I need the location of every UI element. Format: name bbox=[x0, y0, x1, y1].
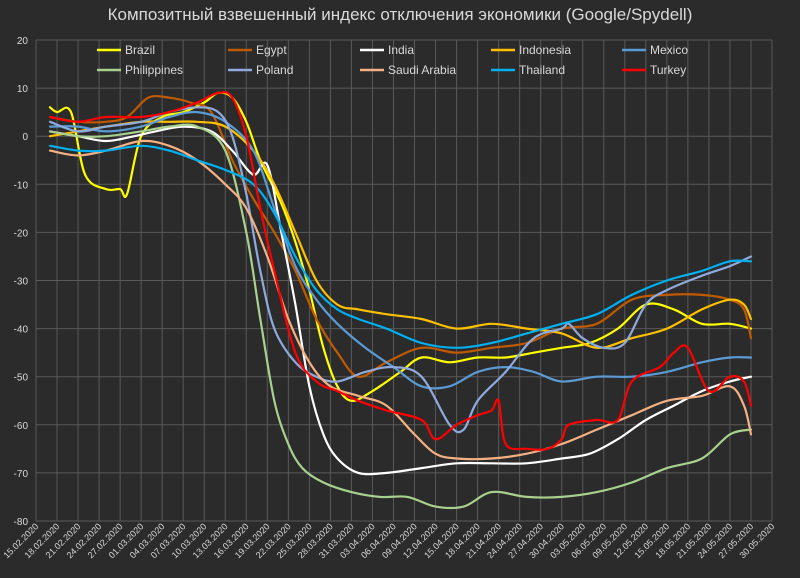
legend-label-saudi-arabia: Saudi Arabia bbox=[388, 63, 456, 77]
legend-label-brazil: Brazil bbox=[125, 43, 155, 57]
legend-label-indonesia: Indonesia bbox=[519, 43, 571, 57]
y-tick-label: 20 bbox=[17, 36, 29, 47]
series-line-poland bbox=[48, 106, 753, 434]
y-tick-label: 10 bbox=[17, 84, 29, 95]
legend-label-poland: Poland bbox=[256, 63, 293, 77]
series-line-mexico bbox=[48, 110, 753, 390]
y-tick-label: -80 bbox=[14, 517, 29, 528]
legend-label-india: India bbox=[388, 43, 414, 57]
legend: Brazil Egypt India Indonesia Mexico Philippin… bbox=[97, 43, 688, 77]
y-tick-label: -60 bbox=[14, 421, 29, 432]
grid-layer bbox=[35, 39, 773, 522]
y-tick-label: -50 bbox=[14, 373, 29, 384]
series-line-turkey bbox=[48, 91, 753, 451]
y-tick-label: -20 bbox=[14, 228, 29, 239]
y-tick-label: 0 bbox=[22, 132, 28, 143]
series-line-egypt bbox=[48, 94, 753, 378]
series-line-saudi-arabia bbox=[48, 139, 753, 461]
series-line-thailand bbox=[48, 144, 753, 349]
chart-title: Композитный взвешенный индекс отключения… bbox=[108, 5, 693, 24]
legend-label-egypt: Egypt bbox=[256, 43, 287, 57]
legend-label-philippines: Philippines bbox=[125, 63, 183, 77]
legend-label-turkey: Turkey bbox=[650, 63, 686, 77]
series-line-india bbox=[48, 125, 753, 476]
series-line-indonesia bbox=[48, 120, 753, 349]
legend-label-thailand: Thailand bbox=[519, 63, 565, 77]
y-tick-label: -30 bbox=[14, 277, 29, 288]
y-tick-label: -70 bbox=[14, 469, 29, 480]
legend-label-mexico: Mexico bbox=[650, 43, 688, 57]
y-tick-label: -10 bbox=[14, 180, 29, 191]
y-tick-label: -40 bbox=[14, 325, 29, 336]
series-layer bbox=[48, 91, 753, 510]
series-line-philippines bbox=[48, 123, 753, 510]
